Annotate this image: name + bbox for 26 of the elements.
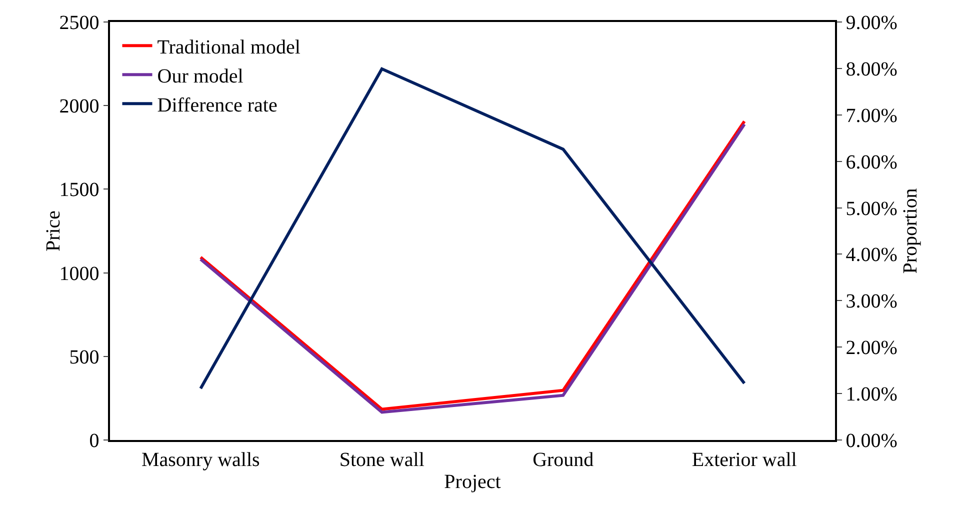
y2-tick-label: 0.00%: [846, 430, 898, 452]
legend-label: Our model: [157, 65, 244, 88]
x-axis-title: Project: [444, 470, 502, 493]
x-tick-label: Masonry walls: [141, 448, 260, 471]
y-tick-label: 2000: [59, 96, 100, 118]
y-tick-label: 1500: [59, 179, 100, 202]
y2-tick-label: 5.00%: [846, 198, 898, 220]
y2-axis-title: Proportion: [899, 188, 922, 274]
x-tick-label: Exterior wall: [692, 448, 798, 471]
legend-label: Traditional model: [157, 36, 301, 58]
y2-tick-label: 9.00%: [846, 12, 898, 34]
y2-tick-label: 6.00%: [846, 151, 898, 174]
y2-tick-label: 7.00%: [846, 104, 898, 127]
y-tick-label: 0: [89, 430, 100, 452]
x-tick-label: Ground: [532, 448, 594, 471]
legend-label: Difference rate: [157, 94, 278, 116]
x-tick-label: Stone wall: [339, 448, 425, 471]
y2-tick-label: 1.00%: [846, 384, 898, 406]
y-tick-label: 2500: [59, 12, 100, 34]
y-axis-title: Price: [42, 210, 64, 252]
y2-tick-label: 8.00%: [846, 58, 898, 80]
y2-tick-label: 2.00%: [846, 337, 898, 360]
y2-tick-label: 4.00%: [846, 244, 898, 266]
y2-tick-label: 3.00%: [846, 290, 898, 313]
y-tick-label: 1000: [59, 262, 100, 285]
y-tick-label: 500: [69, 346, 100, 368]
